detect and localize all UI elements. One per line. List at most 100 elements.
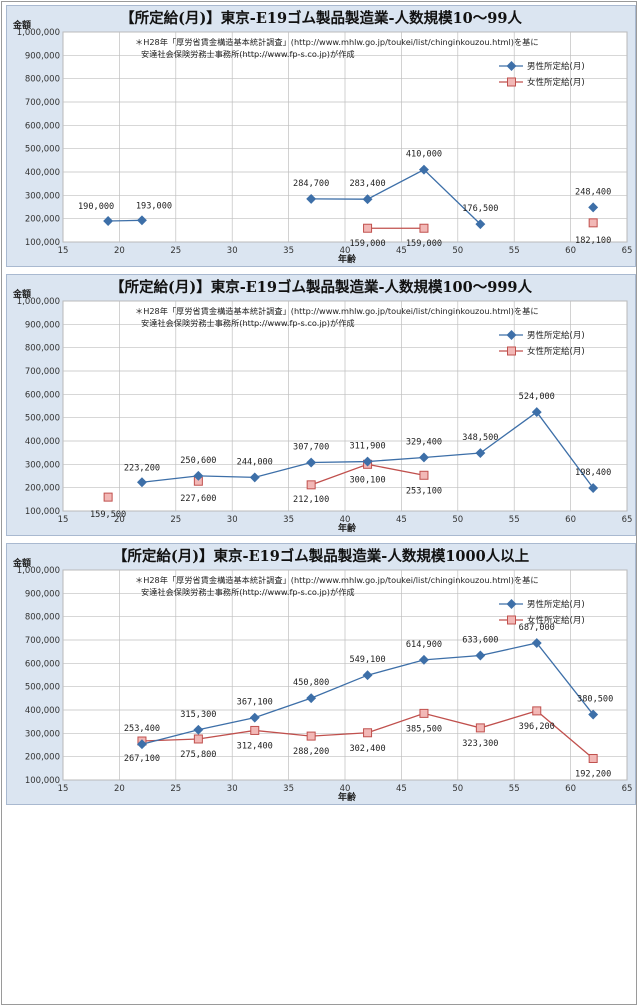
female-data-label: 275,800 <box>180 750 216 760</box>
chart-title: 【所定給(月)】東京-E19ゴム製品製造業-人数規模100～999人 <box>110 278 533 296</box>
legend-female-marker <box>507 615 516 625</box>
y-tick-label: 400,000 <box>25 168 60 178</box>
female-data-label: 288,200 <box>293 747 329 757</box>
female-data-label: 227,600 <box>180 494 216 504</box>
y-tick-label: 400,000 <box>25 437 60 447</box>
x-tick-label: 25 <box>170 246 181 256</box>
male-data-label: 450,800 <box>293 678 329 688</box>
y-tick-label: 200,000 <box>25 753 60 763</box>
female-data-point <box>419 470 429 480</box>
x-tick-label: 30 <box>227 246 238 256</box>
female-data-label: 159,000 <box>349 239 385 249</box>
legend-female-marker <box>507 346 516 356</box>
male-data-point <box>531 638 542 648</box>
y-tick-label: 100,000 <box>25 776 60 786</box>
female-data-point <box>250 725 260 735</box>
male-data-label: 250,600 <box>180 456 216 466</box>
x-tick-label: 55 <box>509 515 520 525</box>
y-tick-label: 200,000 <box>25 484 60 494</box>
chart-panel-small: 15 20 25 30 35 40 45 50 55 60 65 100,000 200,000 300,… <box>6 5 636 267</box>
female-data-point <box>419 708 429 718</box>
y-tick-label: 500,000 <box>25 145 60 155</box>
female-data-point <box>193 734 203 744</box>
y-tick-label: 700,000 <box>25 367 60 377</box>
female-data-point <box>103 492 113 502</box>
chart-panel-medium: 15 20 25 30 35 40 45 50 55 60 65 100,000 200,000 300,… <box>6 274 636 536</box>
x-tick-label: 60 <box>565 515 576 525</box>
male-data-label: 244,000 <box>237 457 273 467</box>
x-tick-label: 65 <box>622 246 633 256</box>
male-data-point <box>588 483 599 493</box>
male-data-point <box>588 709 599 720</box>
x-tick-label: 65 <box>622 784 633 794</box>
male-data-label: 284,700 <box>293 179 329 189</box>
x-tick-label: 55 <box>509 784 520 794</box>
female-data-label: 212,100 <box>293 495 329 505</box>
x-tick-label: 20 <box>114 784 125 794</box>
x-tick-label: 35 <box>283 515 294 525</box>
legend-male-label: 男性所定給(月) <box>527 330 585 341</box>
line-chart-svg: 15 20 25 30 35 40 45 50 55 60 65 100,000 200,000 300,… <box>12 9 633 265</box>
female-data-label: 159,000 <box>406 239 442 249</box>
female-data-point <box>306 480 316 490</box>
male-data-label: 687,000 <box>519 623 555 633</box>
male-series-line <box>108 219 142 222</box>
female-data-point <box>475 723 485 733</box>
male-data-point <box>306 693 317 704</box>
x-tick-label: 50 <box>452 515 463 525</box>
male-data-label: 193,000 <box>136 201 172 211</box>
male-data-label: 253,400 <box>124 724 160 734</box>
y-tick-label: 500,000 <box>25 414 60 424</box>
chart-panel-large: 15 20 25 30 35 40 45 50 55 60 65 100,000 200,000 300,… <box>6 543 636 805</box>
female-data-label: 300,100 <box>349 475 385 485</box>
x-tick-label: 15 <box>58 246 69 256</box>
female-data-label: 182,100 <box>575 236 611 246</box>
male-data-point <box>193 470 204 481</box>
x-tick-label: 45 <box>396 784 407 794</box>
x-axis-label: 年齢 <box>338 522 357 534</box>
female-data-point <box>419 223 429 233</box>
male-data-label: 283,400 <box>349 179 385 189</box>
female-data-point <box>532 706 542 716</box>
x-axis-label: 年齢 <box>338 253 357 265</box>
female-data-label: 323,300 <box>462 739 498 749</box>
x-tick-label: 60 <box>565 784 576 794</box>
y-tick-label: 300,000 <box>25 729 60 739</box>
male-data-point <box>193 724 204 735</box>
x-tick-label: 20 <box>114 246 125 256</box>
source-note-line2: 安達社会保険労務士事務所(http://www.fp-s.co.jp)が作成 <box>141 318 355 328</box>
male-data-label: 311,900 <box>349 442 385 452</box>
x-tick-label: 15 <box>58 784 69 794</box>
male-data-label: 248,400 <box>575 187 611 197</box>
chart-title: 【所定給(月)】東京-E19ゴム製品製造業-人数規模1000人以上 <box>113 547 530 565</box>
y-tick-label: 300,000 <box>25 191 60 201</box>
x-tick-label: 30 <box>227 515 238 525</box>
male-data-label: 614,900 <box>406 640 442 650</box>
x-tick-label: 45 <box>396 246 407 256</box>
male-data-label: 367,100 <box>237 698 273 708</box>
female-data-point <box>306 731 316 741</box>
legend-male-label: 男性所定給(月) <box>527 599 585 610</box>
male-series-line <box>311 168 481 225</box>
male-data-label: 633,600 <box>462 635 498 645</box>
male-data-label: 549,100 <box>349 655 385 665</box>
female-data-point <box>588 218 598 228</box>
x-tick-label: 15 <box>58 515 69 525</box>
male-data-point <box>306 457 317 468</box>
x-tick-label: 65 <box>622 515 633 525</box>
x-tick-label: 40 <box>340 515 351 525</box>
y-axis-label: 金額 <box>12 19 31 31</box>
male-data-point <box>306 193 317 204</box>
female-data-point <box>363 728 373 738</box>
y-tick-label: 600,000 <box>25 390 60 400</box>
x-tick-label: 45 <box>396 515 407 525</box>
male-data-label: 176,500 <box>462 204 498 214</box>
male-data-label: 410,000 <box>406 150 442 160</box>
y-tick-label: 900,000 <box>25 589 60 599</box>
source-note-line1: ＊H28年「厚労省賃金構造基本統計調査」(http://www.mhlw.go.… <box>135 37 539 47</box>
y-tick-label: 1,000,000 <box>17 297 60 307</box>
y-tick-label: 900,000 <box>25 320 60 330</box>
y-tick-label: 900,000 <box>25 51 60 61</box>
male-data-point <box>531 407 542 418</box>
